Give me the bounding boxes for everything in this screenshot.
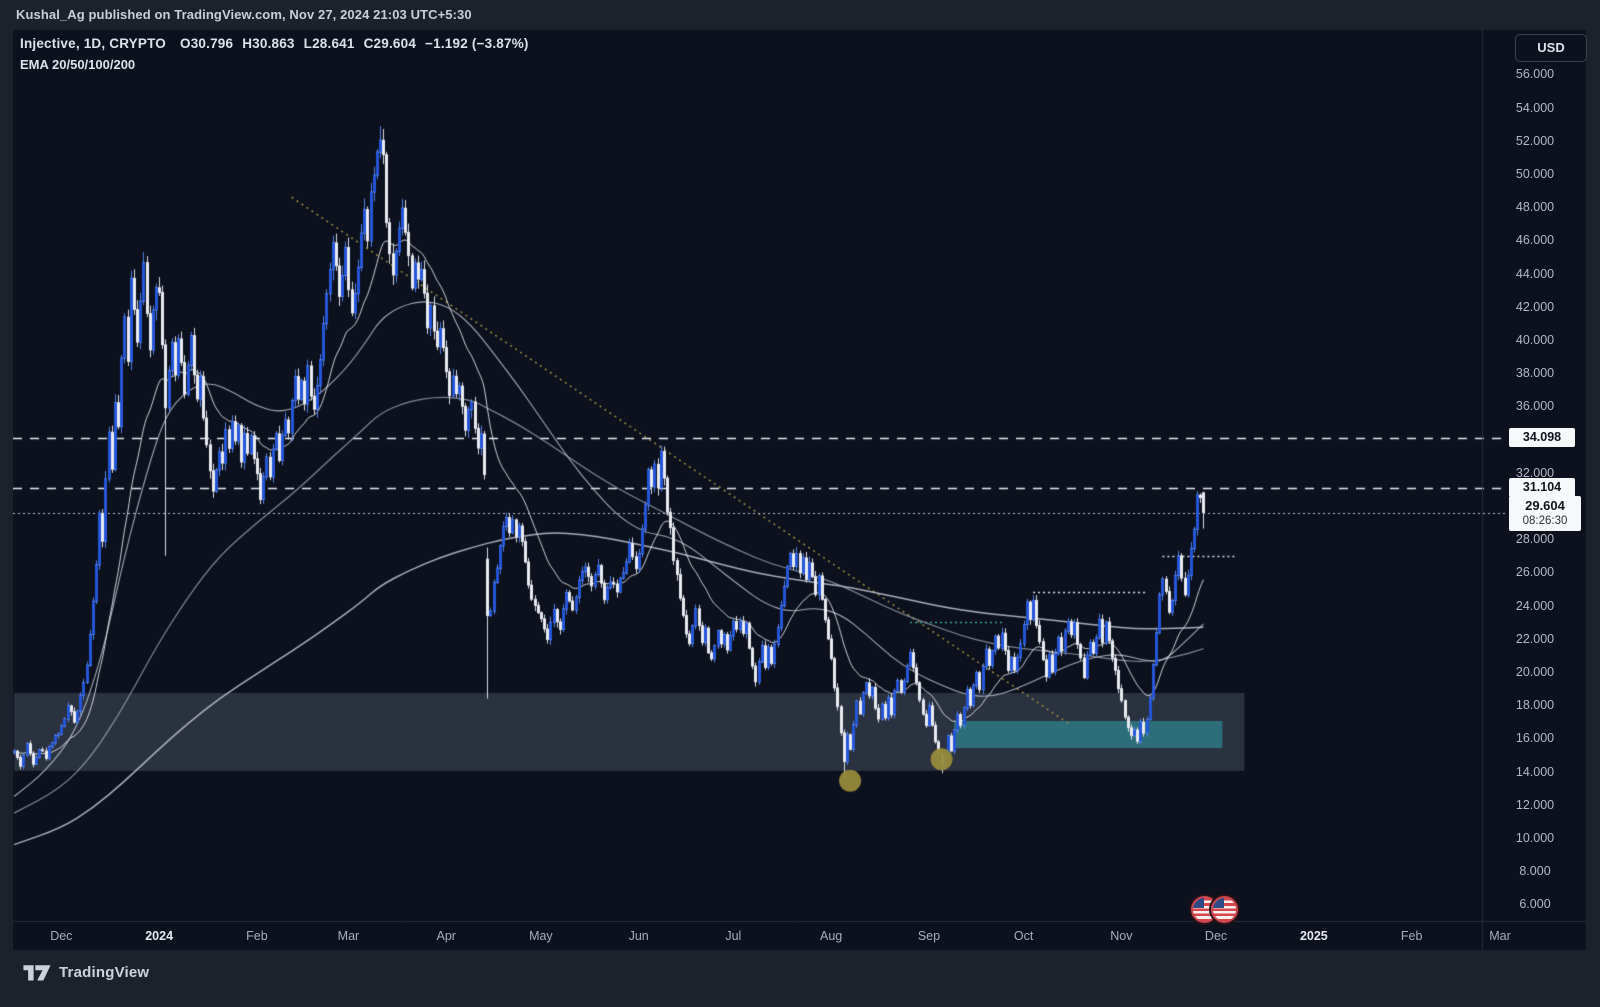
time-tick-label: May <box>529 929 553 943</box>
chart-widget: Injective, 1D, CRYPTO O30.796 H30.863 L28.6… <box>13 30 1587 950</box>
bar-countdown: 08:26:30 <box>1522 514 1568 527</box>
time-tick-label: Sep <box>917 929 941 943</box>
time-tick-label: Dec <box>1204 929 1228 943</box>
currency-toggle-button[interactable]: USD <box>1515 34 1587 62</box>
price-tick-label: 14.000 <box>1515 764 1555 779</box>
symbol-title[interactable]: Injective, 1D, CRYPTO <box>20 36 166 51</box>
footer-bar: TradingView <box>0 950 1600 1007</box>
time-tick-label: Apr <box>436 929 456 943</box>
price-tick-label: 42.000 <box>1515 299 1555 314</box>
ohlc-high: H30.863 <box>242 36 295 51</box>
published-bar: Kushal_Ag published on TradingView.com, … <box>0 0 1600 30</box>
price-tick-label: 48.000 <box>1515 200 1555 215</box>
time-tick-label: Jul <box>725 929 742 943</box>
time-tick-label: Feb <box>1400 929 1423 943</box>
price-tick-label: 28.000 <box>1515 532 1555 547</box>
price-tick-label: 46.000 <box>1515 233 1555 248</box>
price-tick-label: 50.000 <box>1515 167 1555 182</box>
price-tick-label: 18.000 <box>1515 698 1555 713</box>
price-tick-label: 12.000 <box>1515 797 1555 812</box>
time-tick-label: Aug <box>820 929 843 943</box>
price-tick-label: 52.000 <box>1515 133 1555 148</box>
time-tick-label: Feb <box>246 929 268 943</box>
price-tick-label: 44.000 <box>1515 266 1555 281</box>
price-tick-label: 56.000 <box>1515 67 1555 82</box>
price-tick-label: 10.000 <box>1515 831 1555 846</box>
level-price-box: 31.104 <box>1509 477 1575 497</box>
price-chart-canvas[interactable] <box>13 30 1586 950</box>
published-text: Kushal_Ag published on TradingView.com, … <box>16 7 472 22</box>
ohlc-close: C29.604 <box>363 36 417 51</box>
price-tick-label: 20.000 <box>1515 665 1555 680</box>
time-tick-label: Nov <box>1110 929 1133 943</box>
current-price-box: 29.604 08:26:30 <box>1509 495 1581 531</box>
tradingview-logo-text: TradingView <box>59 963 150 981</box>
current-price: 29.604 <box>1525 497 1565 513</box>
price-tick-label: 22.000 <box>1515 631 1555 646</box>
level-price-box: 34.098 <box>1509 428 1575 447</box>
us-flags-event-icon[interactable] <box>1191 896 1238 923</box>
time-tick-label: Mar <box>337 929 360 943</box>
ohlc-low: L28.641 <box>303 36 355 51</box>
time-tick-label: Dec <box>50 929 73 943</box>
time-tick-label: 2024 <box>145 929 174 943</box>
time-tick-label: Oct <box>1013 929 1034 943</box>
time-tick-label: Mar <box>1489 929 1511 943</box>
price-tick-label: 8.000 <box>1519 864 1551 879</box>
price-tick-label: 40.000 <box>1515 333 1555 348</box>
price-tick-label: 32.000 <box>1515 465 1555 480</box>
time-tick-label: Jun <box>628 929 649 943</box>
price-tick-label: 38.000 <box>1515 366 1555 381</box>
us-flag-icon <box>1211 896 1238 923</box>
price-tick-label: 16.000 <box>1515 731 1555 746</box>
price-tick-label: 24.000 <box>1515 598 1555 613</box>
ohlc-open: O30.796 <box>180 36 234 51</box>
price-tick-label: 36.000 <box>1515 399 1555 414</box>
indicator-legend[interactable]: EMA 20/50/100/200 <box>20 57 136 72</box>
tradingview-logo[interactable]: TradingView <box>22 961 149 983</box>
price-tick-label: 54.000 <box>1515 100 1555 115</box>
chart-legend[interactable]: Injective, 1D, CRYPTO O30.796 H30.863 L28.6… <box>20 36 538 51</box>
price-tick-label: 6.000 <box>1519 897 1551 912</box>
price-tick-label: 26.000 <box>1515 565 1555 580</box>
time-tick-label: 2025 <box>1299 929 1328 943</box>
tradingview-logo-icon <box>23 965 51 981</box>
ohlc-change: −1.192 (−3.87%) <box>425 36 529 51</box>
